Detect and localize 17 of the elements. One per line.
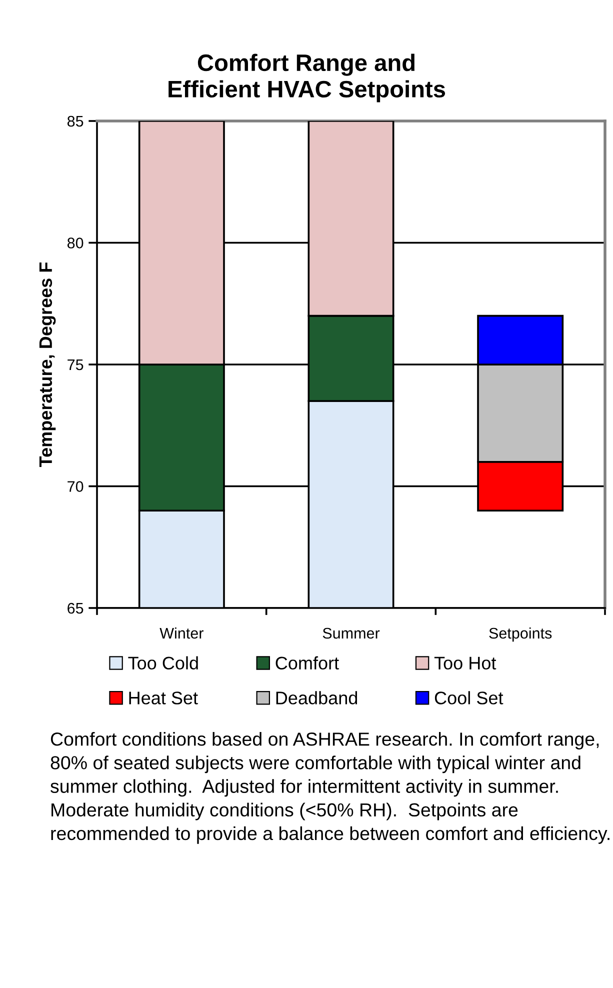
y-tick-label: 75 — [68, 360, 84, 370]
y-tick-label: 80 — [67, 238, 84, 248]
x-tick-label: Winter — [160, 627, 204, 639]
legend-label: Heat Set — [129, 692, 198, 704]
y-tick-label: 65 — [68, 602, 84, 614]
x-tick-label: Setpoints — [489, 627, 552, 642]
x-tick-label: Summer — [322, 628, 380, 639]
y-axis-title: Temperature, Degrees F — [39, 262, 56, 467]
chart-title: Comfort Range and Efficient HVAC Setpoints — [168, 54, 446, 102]
legend-label: Too Hot — [434, 656, 496, 670]
legend-label: Deadband — [276, 691, 358, 704]
legend-label: Cool Set — [434, 691, 504, 704]
legend-label: Too Cold — [128, 656, 198, 670]
legend-label: Comfort — [276, 656, 339, 670]
text: Comfort conditions based on ASHRAE research. In comfort range, 80% of seated subjects were comfortable with typical winter and summer clothing. Adjusted for intermittent activity in summer. Moderate humidity conditions (<50% RH). Setpoints are recommended to provide a balance between comfort and efficiency. — [50, 732, 610, 844]
y-tick-label: 70 — [68, 481, 84, 492]
y-tick-label: 85 — [67, 116, 84, 127]
